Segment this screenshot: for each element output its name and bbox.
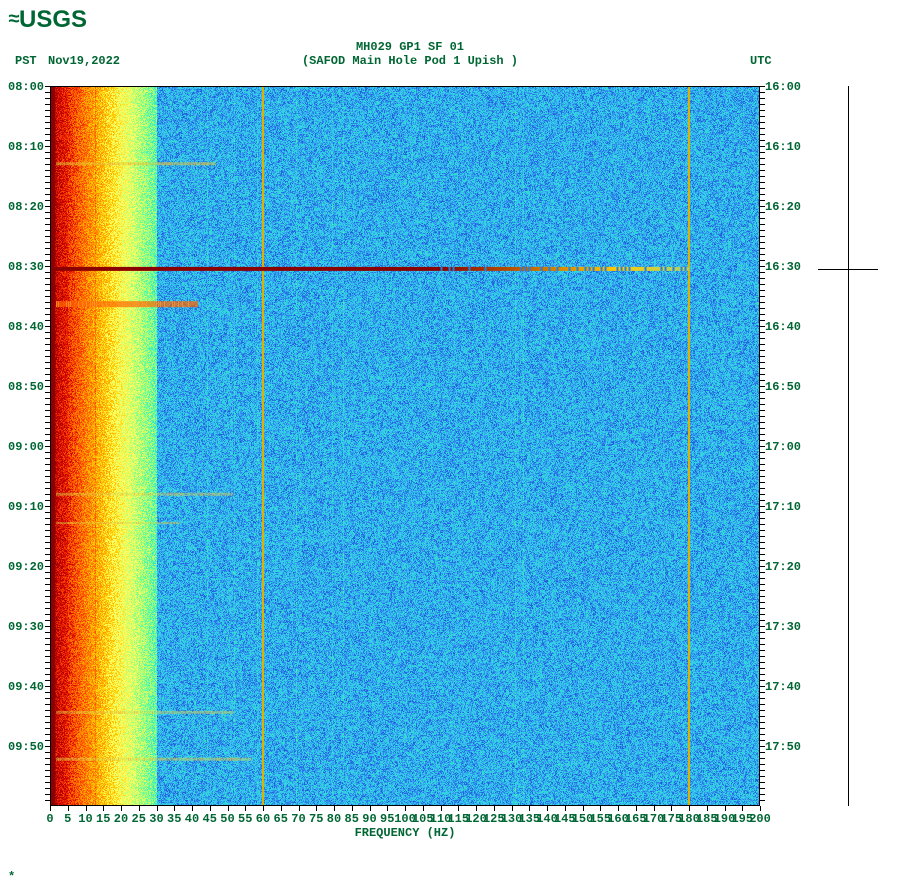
- x-tick: 55: [238, 812, 252, 826]
- timezone-left: PST: [15, 54, 37, 68]
- y-tick-right: 16:10: [765, 140, 801, 154]
- footer-mark: *: [8, 870, 15, 884]
- y-tick-left: 08:40: [8, 320, 44, 334]
- plot-title-line1: MH029 GP1 SF 01: [0, 40, 820, 54]
- x-tick: 30: [149, 812, 163, 826]
- x-tick: 80: [327, 812, 341, 826]
- x-tick: 95: [380, 812, 394, 826]
- y-tick-right: 16:30: [765, 260, 801, 274]
- y-tick-right: 17:30: [765, 620, 801, 634]
- x-tick: 70: [291, 812, 305, 826]
- x-tick: 25: [132, 812, 146, 826]
- y-tick-left: 08:00: [8, 80, 44, 94]
- y-tick-right: 17:50: [765, 740, 801, 754]
- x-axis-label: FREQUENCY (HZ): [50, 826, 760, 840]
- y-tick-left: 09:10: [8, 500, 44, 514]
- x-tick: 200: [749, 812, 771, 826]
- y-tick-left: 09:40: [8, 680, 44, 694]
- x-tick: 75: [309, 812, 323, 826]
- logo-wave-icon: ≈: [8, 9, 17, 32]
- event-marker-cross-v: [848, 244, 849, 294]
- y-tick-left: 08:10: [8, 140, 44, 154]
- plot-title-line2: (SAFOD Main Hole Pod 1 Upish ): [0, 54, 820, 68]
- y-tick-right: 16:50: [765, 380, 801, 394]
- y-tick-right: 17:10: [765, 500, 801, 514]
- usgs-logo: ≈ USGS: [8, 6, 87, 34]
- x-tick: 40: [185, 812, 199, 826]
- x-tick: 5: [64, 812, 71, 826]
- y-tick-left: 09:30: [8, 620, 44, 634]
- y-tick-left: 08:30: [8, 260, 44, 274]
- x-tick: 60: [256, 812, 270, 826]
- y-tick-right: 16:20: [765, 200, 801, 214]
- plot-date: Nov19,2022: [48, 54, 120, 68]
- spectrogram-canvas: [50, 86, 760, 806]
- y-tick-left: 09:00: [8, 440, 44, 454]
- x-tick: 65: [274, 812, 288, 826]
- y-tick-right: 16:40: [765, 320, 801, 334]
- x-tick: 15: [96, 812, 110, 826]
- x-tick: 10: [78, 812, 92, 826]
- x-tick: 20: [114, 812, 128, 826]
- x-tick: 0: [46, 812, 53, 826]
- secondary-axis-line: [848, 86, 849, 806]
- y-tick-left: 08:20: [8, 200, 44, 214]
- y-tick-right: 17:40: [765, 680, 801, 694]
- x-tick: 50: [220, 812, 234, 826]
- page-root: ≈ USGS MH029 GP1 SF 01 (SAFOD Main Hole …: [0, 0, 902, 893]
- spectrogram-plot: [50, 86, 760, 806]
- y-tick-left: 09:20: [8, 560, 44, 574]
- y-tick-right: 17:00: [765, 440, 801, 454]
- x-tick: 35: [167, 812, 181, 826]
- y-tick-left: 09:50: [8, 740, 44, 754]
- x-tick: 45: [203, 812, 217, 826]
- x-tick: 85: [345, 812, 359, 826]
- x-tick: 90: [362, 812, 376, 826]
- timezone-right: UTC: [750, 54, 772, 68]
- y-tick-right: 16:00: [765, 80, 801, 94]
- y-tick-left: 08:50: [8, 380, 44, 394]
- y-tick-right: 17:20: [765, 560, 801, 574]
- logo-text: USGS: [19, 6, 87, 34]
